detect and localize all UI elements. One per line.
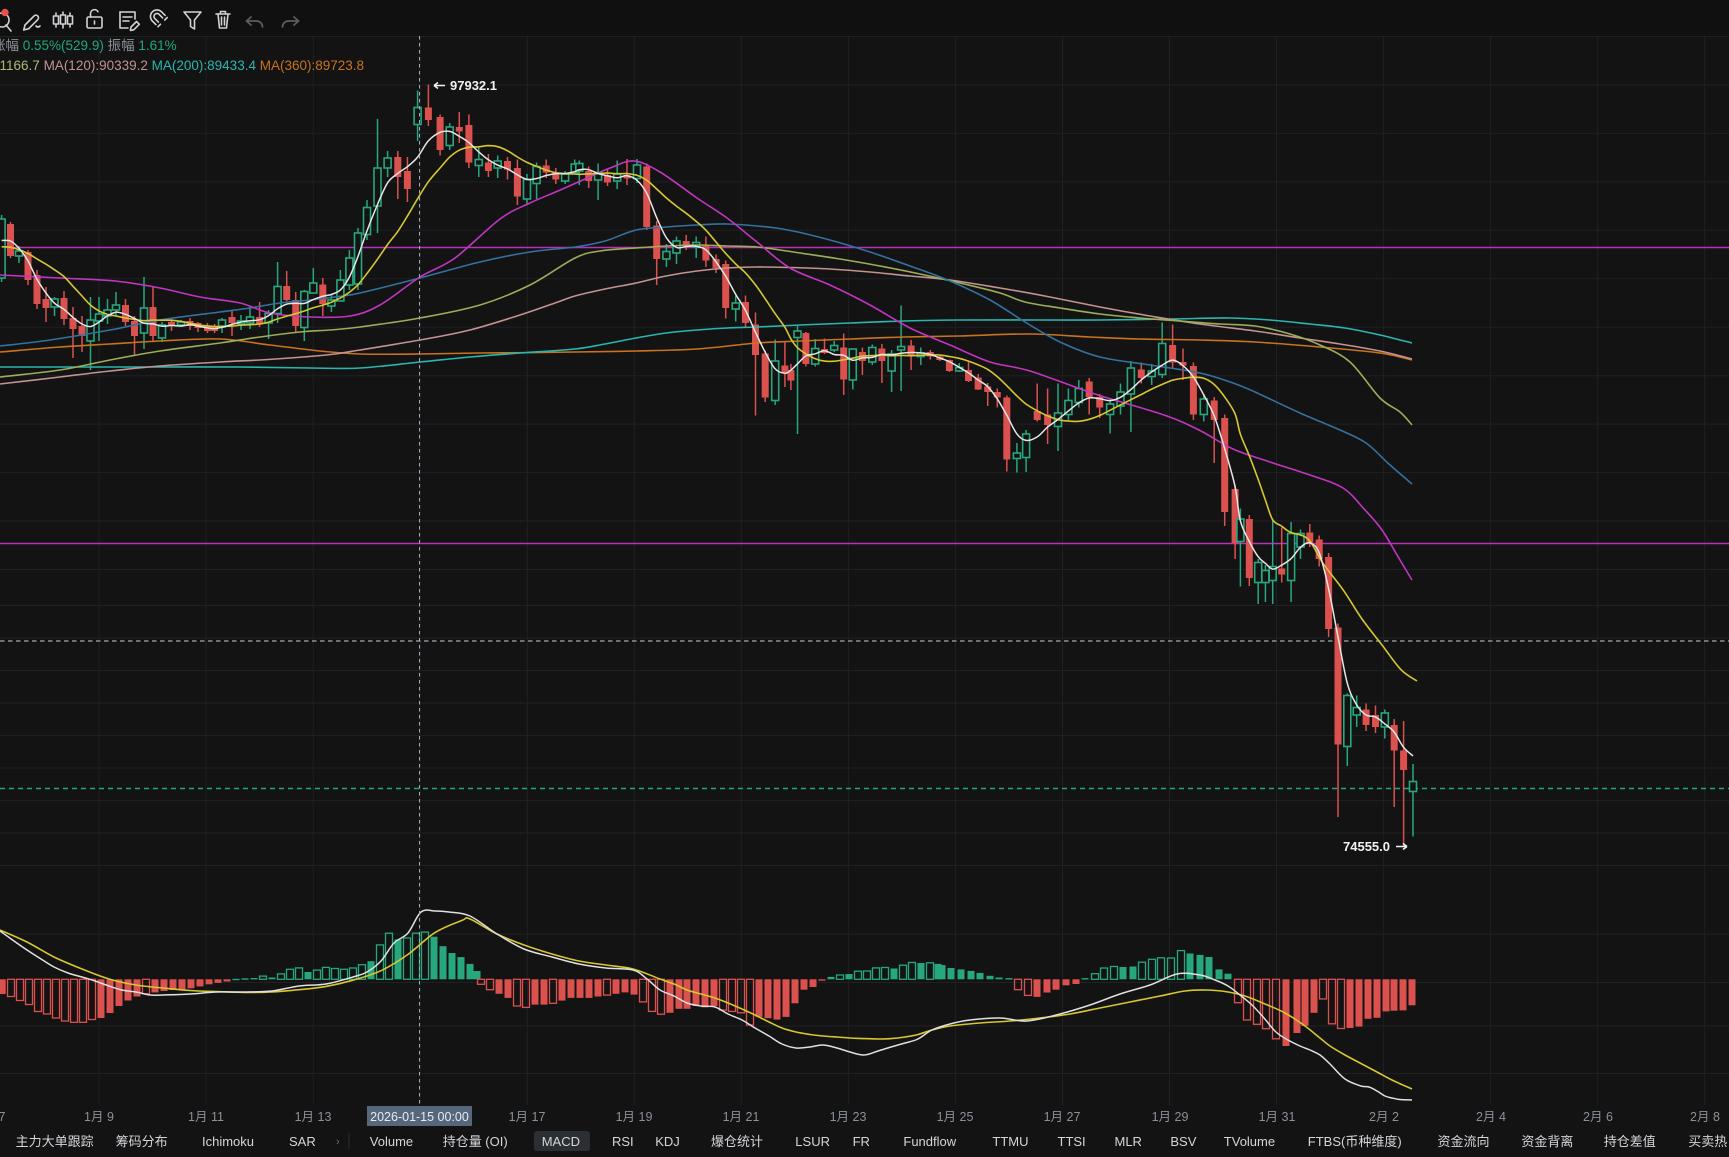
svg-text:1月 27: 1月 27 xyxy=(1044,1110,1081,1124)
svg-text:1月 11: 1月 11 xyxy=(188,1110,224,1124)
svg-text:TTMU: TTMU xyxy=(992,1134,1028,1149)
svg-text:1月 9: 1月 9 xyxy=(84,1110,114,1124)
svg-text:1月 19: 1月 19 xyxy=(616,1110,653,1124)
svg-text:97932.1: 97932.1 xyxy=(450,78,497,93)
svg-text:BSV: BSV xyxy=(1170,1134,1196,1149)
svg-text:资金流向: 资金流向 xyxy=(1438,1134,1490,1149)
svg-text:1月 13: 1月 13 xyxy=(295,1110,332,1124)
svg-text:TVolume: TVolume xyxy=(1224,1134,1275,1149)
svg-text:2月 8: 2月 8 xyxy=(1690,1110,1720,1124)
svg-text:MA(60):91166.7 MA(120):90339.: MA(60):91166.7 MA(120):90339.2 MA(200):8… xyxy=(0,58,364,73)
svg-text:资金背离: 资金背离 xyxy=(1521,1134,1573,1149)
svg-text:74555.0: 74555.0 xyxy=(1343,839,1390,854)
svg-text:TTSI: TTSI xyxy=(1058,1134,1086,1149)
svg-text:Volume: Volume xyxy=(370,1134,413,1149)
svg-text:2月 4: 2月 4 xyxy=(1476,1110,1506,1124)
svg-text:2月 2: 2月 2 xyxy=(1369,1110,1399,1124)
svg-text:FR: FR xyxy=(853,1134,870,1149)
svg-text:1月 29: 1月 29 xyxy=(1152,1110,1189,1124)
svg-text:Fundflow: Fundflow xyxy=(903,1134,956,1149)
svg-text:持仓差值: 持仓差值 xyxy=(1604,1134,1656,1149)
svg-text:1月 31: 1月 31 xyxy=(1259,1110,1296,1124)
svg-text:2026-01-15 00:00: 2026-01-15 00:00 xyxy=(370,1110,469,1124)
svg-text:持仓量 (OI): 持仓量 (OI) xyxy=(443,1134,508,1149)
svg-text:LSUR: LSUR xyxy=(795,1134,830,1149)
svg-text:1月 21: 1月 21 xyxy=(723,1110,760,1124)
svg-text:KDJ: KDJ xyxy=(655,1134,680,1149)
svg-text:MLR: MLR xyxy=(1115,1134,1142,1149)
svg-text:RSI: RSI xyxy=(612,1134,634,1149)
svg-text:爆仓统计: 爆仓统计 xyxy=(711,1134,763,1149)
svg-text:›: › xyxy=(336,1136,340,1148)
svg-text:筹码分布: 筹码分布 xyxy=(116,1134,168,1149)
svg-text:FTBS(币种维度): FTBS(币种维度) xyxy=(1308,1134,1402,1149)
svg-text:2月 6: 2月 6 xyxy=(1583,1110,1613,1124)
svg-text:Ichimoku: Ichimoku xyxy=(202,1134,254,1149)
svg-text:1月 23: 1月 23 xyxy=(830,1110,867,1124)
svg-text:MACD: MACD xyxy=(542,1134,580,1149)
svg-text:主力大单跟踪: 主力大单跟踪 xyxy=(16,1134,94,1149)
svg-text:涨幅 0.55%(529.9) 振幅 1.61%: 涨幅 0.55%(529.9) 振幅 1.61% xyxy=(0,38,177,53)
svg-text:1月 25: 1月 25 xyxy=(937,1110,974,1124)
svg-text:买卖热: 买卖热 xyxy=(1688,1134,1727,1149)
svg-text:SAR: SAR xyxy=(289,1134,316,1149)
svg-text:1月 17: 1月 17 xyxy=(509,1110,546,1124)
svg-text:7: 7 xyxy=(0,1110,6,1124)
